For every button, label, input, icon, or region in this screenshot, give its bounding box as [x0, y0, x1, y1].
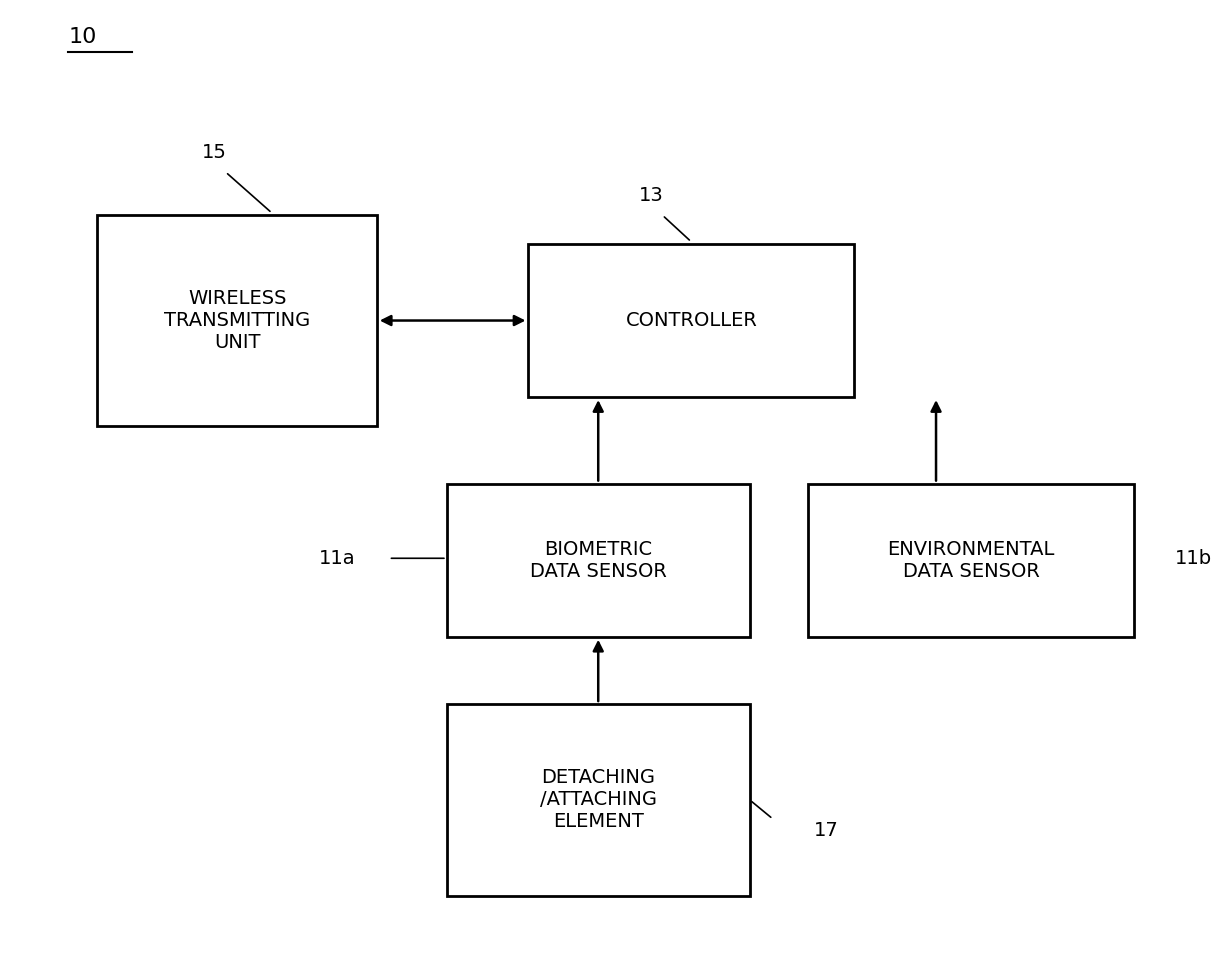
- Text: DETACHING
/ATTACHING
ELEMENT: DETACHING /ATTACHING ELEMENT: [539, 769, 657, 832]
- Text: 15: 15: [202, 143, 227, 162]
- Bar: [529, 244, 854, 397]
- Text: 11a: 11a: [318, 549, 355, 568]
- Text: 13: 13: [639, 187, 663, 205]
- Bar: [447, 704, 750, 895]
- Text: ENVIRONMENTAL
DATA SENSOR: ENVIRONMENTAL DATA SENSOR: [887, 540, 1055, 581]
- Bar: [447, 484, 750, 637]
- Text: WIRELESS
TRANSMITTING
UNIT: WIRELESS TRANSMITTING UNIT: [164, 289, 310, 352]
- Bar: [97, 215, 377, 426]
- Text: BIOMETRIC
DATA SENSOR: BIOMETRIC DATA SENSOR: [530, 540, 667, 581]
- Bar: [808, 484, 1134, 637]
- Text: 11b: 11b: [1175, 549, 1211, 568]
- Text: CONTROLLER: CONTROLLER: [626, 311, 757, 330]
- Text: 10: 10: [68, 27, 97, 47]
- Text: 17: 17: [814, 821, 838, 840]
